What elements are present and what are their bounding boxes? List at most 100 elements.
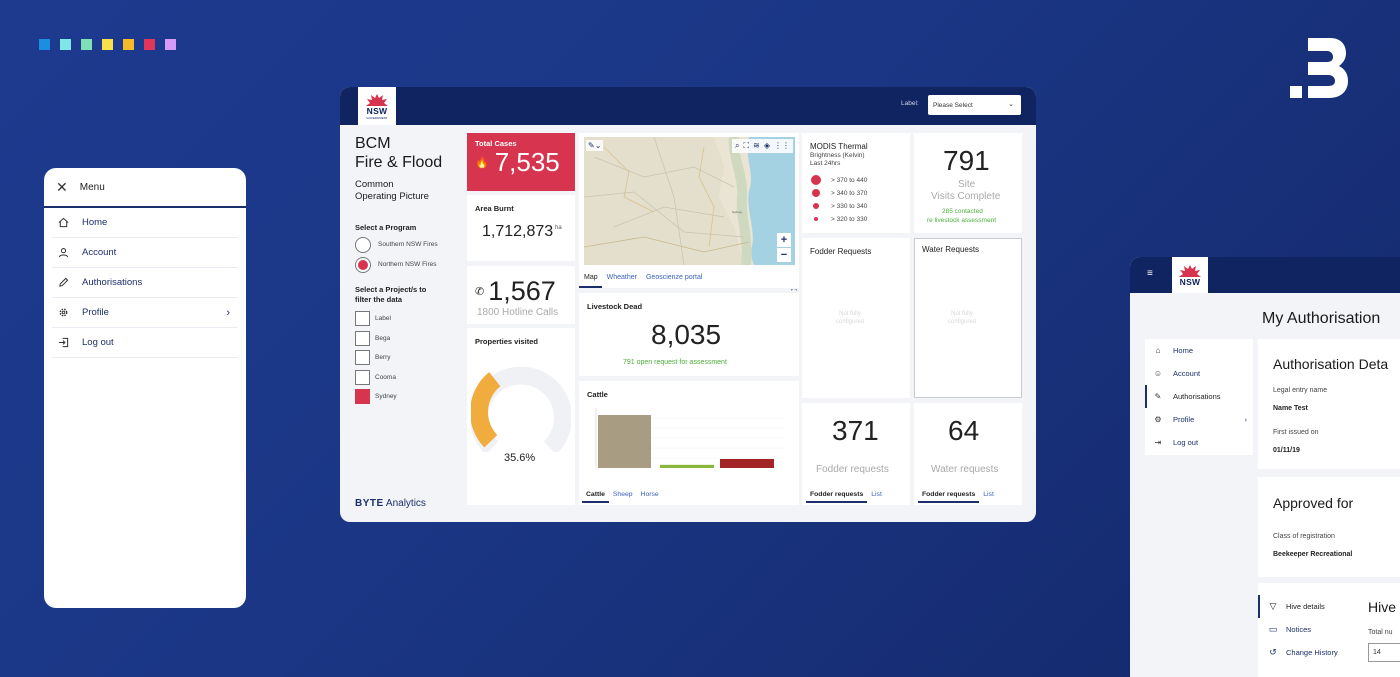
area-burnt-card: Area Burnt 1,712,873 ha — [467, 195, 575, 261]
swatch — [102, 39, 113, 50]
radio-label: Northern NSW Fires — [378, 261, 437, 268]
field-value: Beekeeper Recreational — [1273, 551, 1353, 558]
tab-change-history[interactable]: ↺ Change History — [1258, 641, 1368, 664]
sidebar-item-logout[interactable]: ⇥ Log out — [1145, 431, 1253, 454]
card-heading: Approved for — [1273, 495, 1354, 511]
nsw-logo[interactable]: NSW GOVERNMENT — [358, 87, 396, 125]
logout-icon — [56, 337, 70, 348]
tab-list[interactable]: List — [983, 491, 994, 498]
hive-nav: ▽ Hive details ▭ Notices ↺ Change Histor… — [1258, 595, 1368, 664]
modis-card: MODIS Thermal Brightness (Kelvin) Last 2… — [802, 133, 910, 233]
tab-fodder-requests[interactable]: Fodder requests — [918, 489, 980, 503]
checkbox-sydney[interactable] — [355, 389, 370, 404]
card-title: Water Requests — [922, 245, 980, 254]
legend-dot — [811, 175, 821, 185]
nsw-logo[interactable]: NSW — [1172, 257, 1208, 293]
grid-icon[interactable]: ⋮⋮ — [774, 141, 790, 150]
logo-text: NSW — [366, 105, 388, 116]
hotline-value: ✆ 1,567 — [475, 276, 556, 307]
checkbox-berry[interactable] — [355, 350, 370, 365]
home-icon: ⌂ — [1155, 346, 1161, 355]
checkbox-label[interactable] — [355, 311, 370, 326]
brand-footer: BYTE Analytics — [355, 498, 426, 509]
user-icon: ☺ — [1153, 369, 1163, 378]
unit-label: ha — [555, 225, 562, 231]
map-card: Sydney ✎⌄ ⌕ ⛶ ≋ ◈ ⋮⋮ + − Map Wheather Ge… — [579, 133, 799, 288]
sidebar-item-authorisations[interactable]: ✎ Authorisations — [1145, 385, 1253, 408]
search-icon[interactable]: ⌕ — [735, 141, 740, 150]
menu-item-logout[interactable]: Log out — [52, 328, 238, 358]
legend-dot — [812, 189, 820, 197]
measure-icon[interactable]: ≋ — [753, 141, 760, 150]
swatch — [81, 39, 92, 50]
sidebar-item-home[interactable]: ⌂ Home — [1145, 339, 1253, 362]
cattle-bar-chart — [595, 408, 784, 468]
page-title: My Authorisation — [1262, 310, 1381, 327]
visits-label: Visits Complete — [931, 191, 1001, 202]
tab-sheep[interactable]: Sheep — [612, 491, 633, 498]
visits-note: 285 contacted — [942, 208, 983, 215]
checkbox-bega[interactable] — [355, 331, 370, 346]
checkbox-cooma[interactable] — [355, 370, 370, 385]
menu-item-label: Log out — [82, 337, 114, 348]
logout-icon: ⇥ — [1154, 438, 1162, 447]
menu-item-account[interactable]: Account — [52, 238, 238, 268]
fullscreen-icon[interactable]: ⛶ — [743, 141, 750, 150]
modis-sub: Brightness (Kelvin) — [810, 152, 865, 159]
menu-item-authorisations[interactable]: Authorisations — [52, 268, 238, 298]
dashboard-header: NSW GOVERNMENT Label: Please Select ⌄ — [340, 87, 1036, 125]
water-count-value: 64 — [948, 415, 980, 446]
menu-item-home[interactable]: Home — [52, 208, 238, 238]
tab-weather[interactable]: Wheather — [606, 274, 637, 281]
sidebar-item-profile[interactable]: ⚙ Profile › — [1145, 408, 1253, 431]
donut-gauge — [471, 366, 571, 452]
expand-icon[interactable]: ⛶ — [791, 288, 797, 298]
zoom-in-button[interactable]: + — [777, 233, 791, 247]
tab-hive-details[interactable]: ▽ Hive details — [1258, 595, 1368, 618]
fire-icon: 🔥 — [475, 157, 489, 169]
layers-icon[interactable]: ◈ — [763, 141, 770, 150]
checkbox-text: Sydney — [375, 393, 397, 400]
legend-dot — [813, 203, 819, 209]
tab-horse[interactable]: Horse — [640, 491, 659, 498]
title-line: BCM — [355, 135, 391, 152]
label-select[interactable]: Please Select ⌄ — [928, 95, 1021, 115]
total-hives-input[interactable]: 14 — [1368, 643, 1400, 662]
placeholder-line: Not fully — [951, 311, 973, 317]
tab-notices[interactable]: ▭ Notices — [1258, 618, 1368, 641]
tab-list[interactable]: List — [871, 491, 882, 498]
legend-label: > 340 to 370 — [831, 190, 868, 197]
radio-northern[interactable] — [355, 257, 371, 273]
menu-toggle-icon[interactable]: ≡ — [1147, 268, 1153, 279]
draw-tool-icon[interactable]: ✎⌄ — [586, 140, 604, 151]
menu-item-label: Profile — [82, 307, 109, 318]
field-label: Class of registration — [1273, 533, 1335, 540]
menu-header: ✕ Menu — [44, 168, 246, 208]
card-title: Properties visited — [475, 337, 538, 346]
swatch — [60, 39, 71, 50]
logo-text: NSW — [1179, 276, 1201, 287]
card-heading: Authorisation Deta — [1273, 356, 1389, 372]
field-value: 01/11/19 — [1273, 447, 1300, 454]
chevron-right-icon: › — [226, 306, 230, 319]
approved-for-card: Approved for Class of registration Beeke… — [1258, 477, 1400, 577]
checkbox-text: Cooma — [375, 374, 396, 381]
tab-map[interactable]: Map — [579, 270, 602, 288]
sidebar-item-account[interactable]: ☺ Account — [1145, 362, 1253, 385]
input-value: 14 — [1373, 649, 1381, 656]
logo-subtext: GOVERNMENT — [366, 115, 388, 120]
menu-item-profile[interactable]: Profile › — [52, 298, 238, 328]
tab-geoscience[interactable]: Geoscienze portal — [645, 274, 703, 281]
radio-southern[interactable] — [355, 237, 371, 253]
chart-title: Cattle — [587, 390, 608, 399]
map-view[interactable]: Sydney ✎⌄ ⌕ ⛶ ≋ ◈ ⋮⋮ + − — [584, 137, 795, 265]
zoom-out-button[interactable]: − — [777, 248, 791, 262]
legend-label: > 370 to 440 — [831, 177, 868, 184]
gear-icon — [56, 307, 70, 318]
menu-item-label: Account — [82, 247, 117, 258]
close-icon[interactable]: ✕ — [56, 178, 68, 195]
tab-fodder-requests[interactable]: Fodder requests — [806, 489, 868, 503]
fodder-count-card: 371 Fodder requests Fodder requests List — [802, 403, 910, 505]
tab-cattle[interactable]: Cattle — [582, 489, 609, 503]
fodder-tabs: Fodder requests List — [806, 489, 886, 503]
